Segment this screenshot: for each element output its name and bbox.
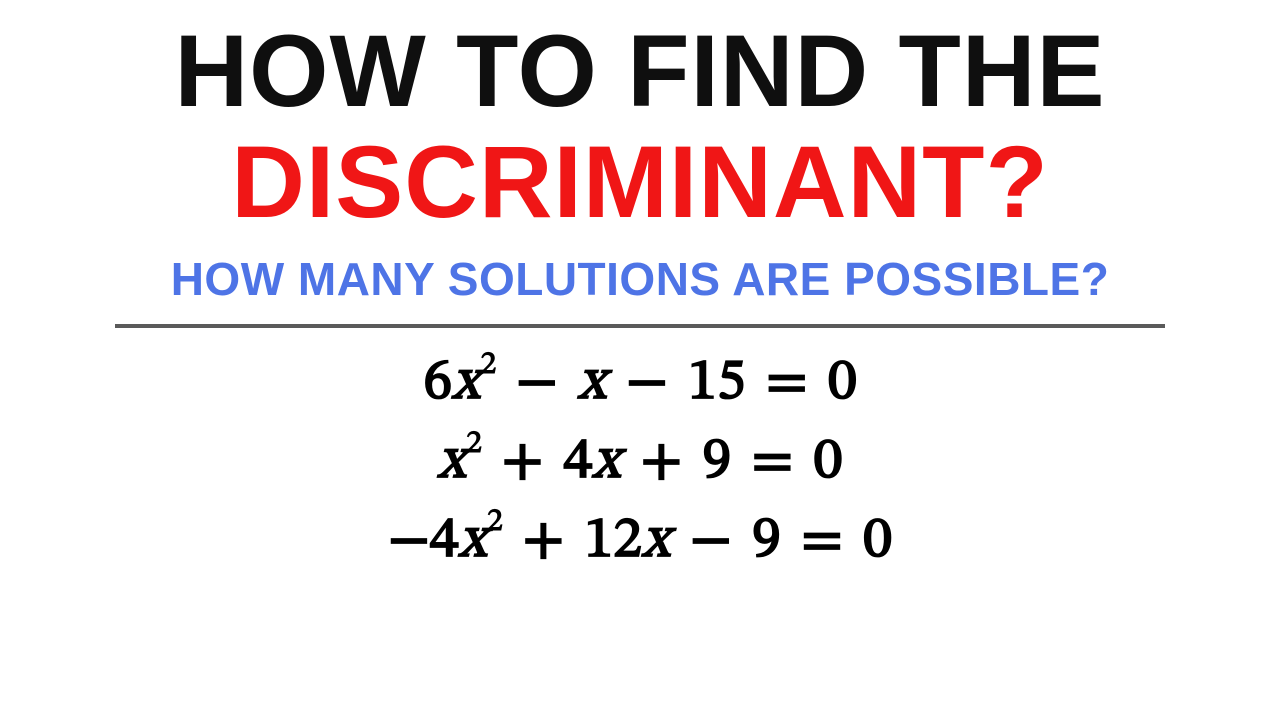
- divider-line: [115, 324, 1165, 328]
- slide-container: HOW TO FIND THE DISCRIMINANT? HOW MANY S…: [0, 0, 1280, 720]
- title-line-2: DISCRIMINANT?: [231, 129, 1049, 236]
- subtitle: HOW MANY SOLUTIONS ARE POSSIBLE?: [171, 252, 1110, 306]
- equation-1: 6x2−x−15=0: [423, 350, 856, 417]
- equation-list: 6x2−x−15=0 x2+4x+9=0 −4x2+12x−9=0: [388, 350, 892, 574]
- equation-2: x2+4x+9=0: [438, 429, 843, 496]
- title-line-1: HOW TO FIND THE: [174, 18, 1105, 125]
- equation-3: −4x2+12x−9=0: [388, 508, 892, 575]
